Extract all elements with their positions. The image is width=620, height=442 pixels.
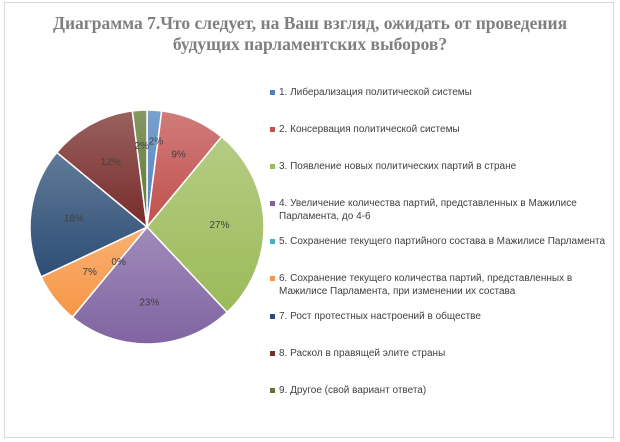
legend-label: 5. Сохранение текущего партийного состав… xyxy=(279,236,606,247)
legend-swatch xyxy=(270,239,275,244)
data-label: 9% xyxy=(171,149,186,160)
data-label: 7% xyxy=(82,267,97,278)
data-label: 2% xyxy=(135,141,150,152)
data-label: 23% xyxy=(139,297,159,308)
legend-label: 1. Либерализация политической системы xyxy=(279,87,472,98)
legend-label: 7. Рост протестных настроений в обществе xyxy=(279,311,481,322)
data-label: 27% xyxy=(209,220,229,231)
chart-title: Диаграмма 7.Что следует, на Ваш взгляд, … xyxy=(52,13,568,54)
legend-swatch xyxy=(270,351,275,356)
data-label: 2% xyxy=(149,136,164,147)
legend-label: 2. Консервация политической системы xyxy=(279,124,460,135)
data-label: 12% xyxy=(101,157,121,168)
data-label: 0% xyxy=(111,257,126,268)
legend-label: 8. Раскол в правящей элите страны xyxy=(279,348,446,359)
pie-slice xyxy=(146,135,265,314)
pie-slice xyxy=(29,151,149,278)
legend-label: 9. Другое (свой вариант ответа) xyxy=(279,385,427,396)
legend-swatch xyxy=(270,90,275,95)
data-label: 18% xyxy=(64,213,84,224)
legend-swatch xyxy=(270,276,275,281)
legend-swatch xyxy=(270,127,275,132)
legend-swatch xyxy=(270,388,275,393)
pie-slice xyxy=(55,110,148,229)
pie-slice xyxy=(131,109,148,228)
legend-swatch xyxy=(270,164,275,169)
legend-label: 6. Сохранение текущего количества партий… xyxy=(279,273,573,297)
legend-swatch xyxy=(270,201,275,206)
legend-swatch xyxy=(270,314,275,319)
legend-label: 4. Увеличение количества партий, предста… xyxy=(279,198,577,222)
legend-label: 3. Появление новых политических партий в… xyxy=(279,161,517,172)
pie-slice xyxy=(71,225,229,345)
